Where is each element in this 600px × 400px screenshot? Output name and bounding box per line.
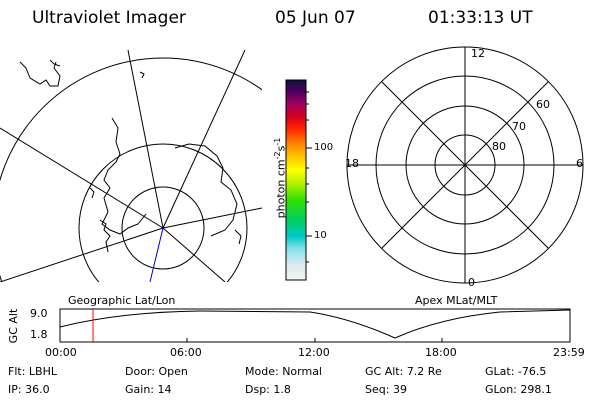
coastline <box>234 229 242 245</box>
mlt-label-6: 6 <box>576 157 583 170</box>
param-key: Flt: <box>8 365 26 378</box>
coastline <box>89 187 95 199</box>
param-gain: Gain: 14 <box>125 383 172 396</box>
colorbar <box>285 79 307 281</box>
param-key: Mode: <box>245 365 279 378</box>
polar-plot <box>346 46 584 284</box>
param-key: Gain: <box>125 383 154 396</box>
altitude-ytick: 1.8 <box>30 328 48 341</box>
coastline <box>139 71 145 79</box>
altitude-xtick: 23:59 <box>553 346 585 359</box>
param-value: 1.8 <box>273 383 291 396</box>
apex-caption: Apex MLat/MLT <box>415 294 498 307</box>
mlat-label-70: 70 <box>512 120 526 133</box>
param-key: IP: <box>8 383 22 396</box>
param-dsp: Dsp: 1.8 <box>245 383 291 396</box>
altitude-curve <box>59 309 571 339</box>
altitude-xtick: 12:00 <box>298 346 330 359</box>
coastline <box>99 219 111 253</box>
mlt-label-18: 18 <box>345 157 359 170</box>
colorbar-tick-label: 100 <box>314 142 334 153</box>
param-glat: GLat: -76.5 <box>485 365 546 378</box>
altitude-ylabel: GC Alt <box>7 308 20 344</box>
altitude-xtick: 18:00 <box>425 346 457 359</box>
param-value: -76.5 <box>517 365 547 378</box>
mlat-label-60: 60 <box>536 98 550 111</box>
altitude-x-ticks <box>59 338 571 342</box>
param-glon: GLon: 298.1 <box>485 383 552 396</box>
param-filter: Flt: LBHL <box>8 365 57 378</box>
altitude-ytick: 9.0 <box>30 307 48 320</box>
colorbar-ticks <box>306 91 312 263</box>
coastline <box>49 59 61 67</box>
geo-track-line <box>149 227 164 282</box>
unit-mid: s <box>274 145 288 152</box>
param-value: Normal <box>282 365 322 378</box>
param-value: LBHL <box>28 365 57 378</box>
geo-caption: Geographic Lat/Lon <box>68 294 176 307</box>
colorbar-unit-label: photon cm-2s-1 <box>273 108 288 248</box>
altitude-xtick: 00:00 <box>45 346 77 359</box>
geo-latitude-circle <box>78 143 248 282</box>
param-seq: Seq: 39 <box>365 383 407 396</box>
app-title: Ultraviolet Imager <box>32 8 186 28</box>
geo-meridian <box>162 50 246 229</box>
unit-main: photon cm <box>274 159 288 219</box>
geo-meridian <box>0 227 164 282</box>
param-key: GLon: <box>485 383 517 396</box>
param-key: Dsp: <box>245 383 270 396</box>
geo-meridian <box>0 127 164 229</box>
geo-latitude-circle <box>0 57 262 282</box>
param-door: Door: Open <box>125 365 188 378</box>
coastline <box>19 61 61 87</box>
geo-grid <box>0 50 262 282</box>
geo-latitude-circle <box>121 186 205 270</box>
param-value: Open <box>158 365 188 378</box>
geo-meridian <box>162 227 226 282</box>
coastline <box>174 143 238 237</box>
colorbar-tick-label: 10 <box>314 230 327 241</box>
geo-meridian <box>162 207 262 229</box>
coastline <box>101 117 147 235</box>
param-value: 39 <box>392 383 407 396</box>
geo-meridian <box>127 50 164 229</box>
polar-axis <box>380 80 550 250</box>
param-key: Door: <box>125 365 155 378</box>
unit-sup: -1 <box>273 137 282 146</box>
mlt-label-0: 0 <box>468 276 475 289</box>
param-value: 14 <box>157 383 172 396</box>
time-label: 01:33:13 UT <box>428 8 533 28</box>
mlat-label-80: 80 <box>492 140 506 153</box>
param-value: 7.2 Re <box>406 365 442 378</box>
param-value: 298.1 <box>520 383 552 396</box>
param-ip: IP: 36.0 <box>8 383 50 396</box>
unit-sup: -2 <box>273 151 282 160</box>
param-mode: Mode: Normal <box>245 365 322 378</box>
param-gc-alt: GC Alt: 7.2 Re <box>365 365 442 378</box>
altitude-xtick: 06:00 <box>170 346 202 359</box>
param-key: GLat: <box>485 365 515 378</box>
mlt-label-12: 12 <box>471 47 485 60</box>
param-key: GC Alt: <box>365 365 404 378</box>
date-label: 05 Jun 07 <box>275 8 356 28</box>
param-key: Seq: <box>365 383 390 396</box>
param-value: 36.0 <box>25 383 50 396</box>
